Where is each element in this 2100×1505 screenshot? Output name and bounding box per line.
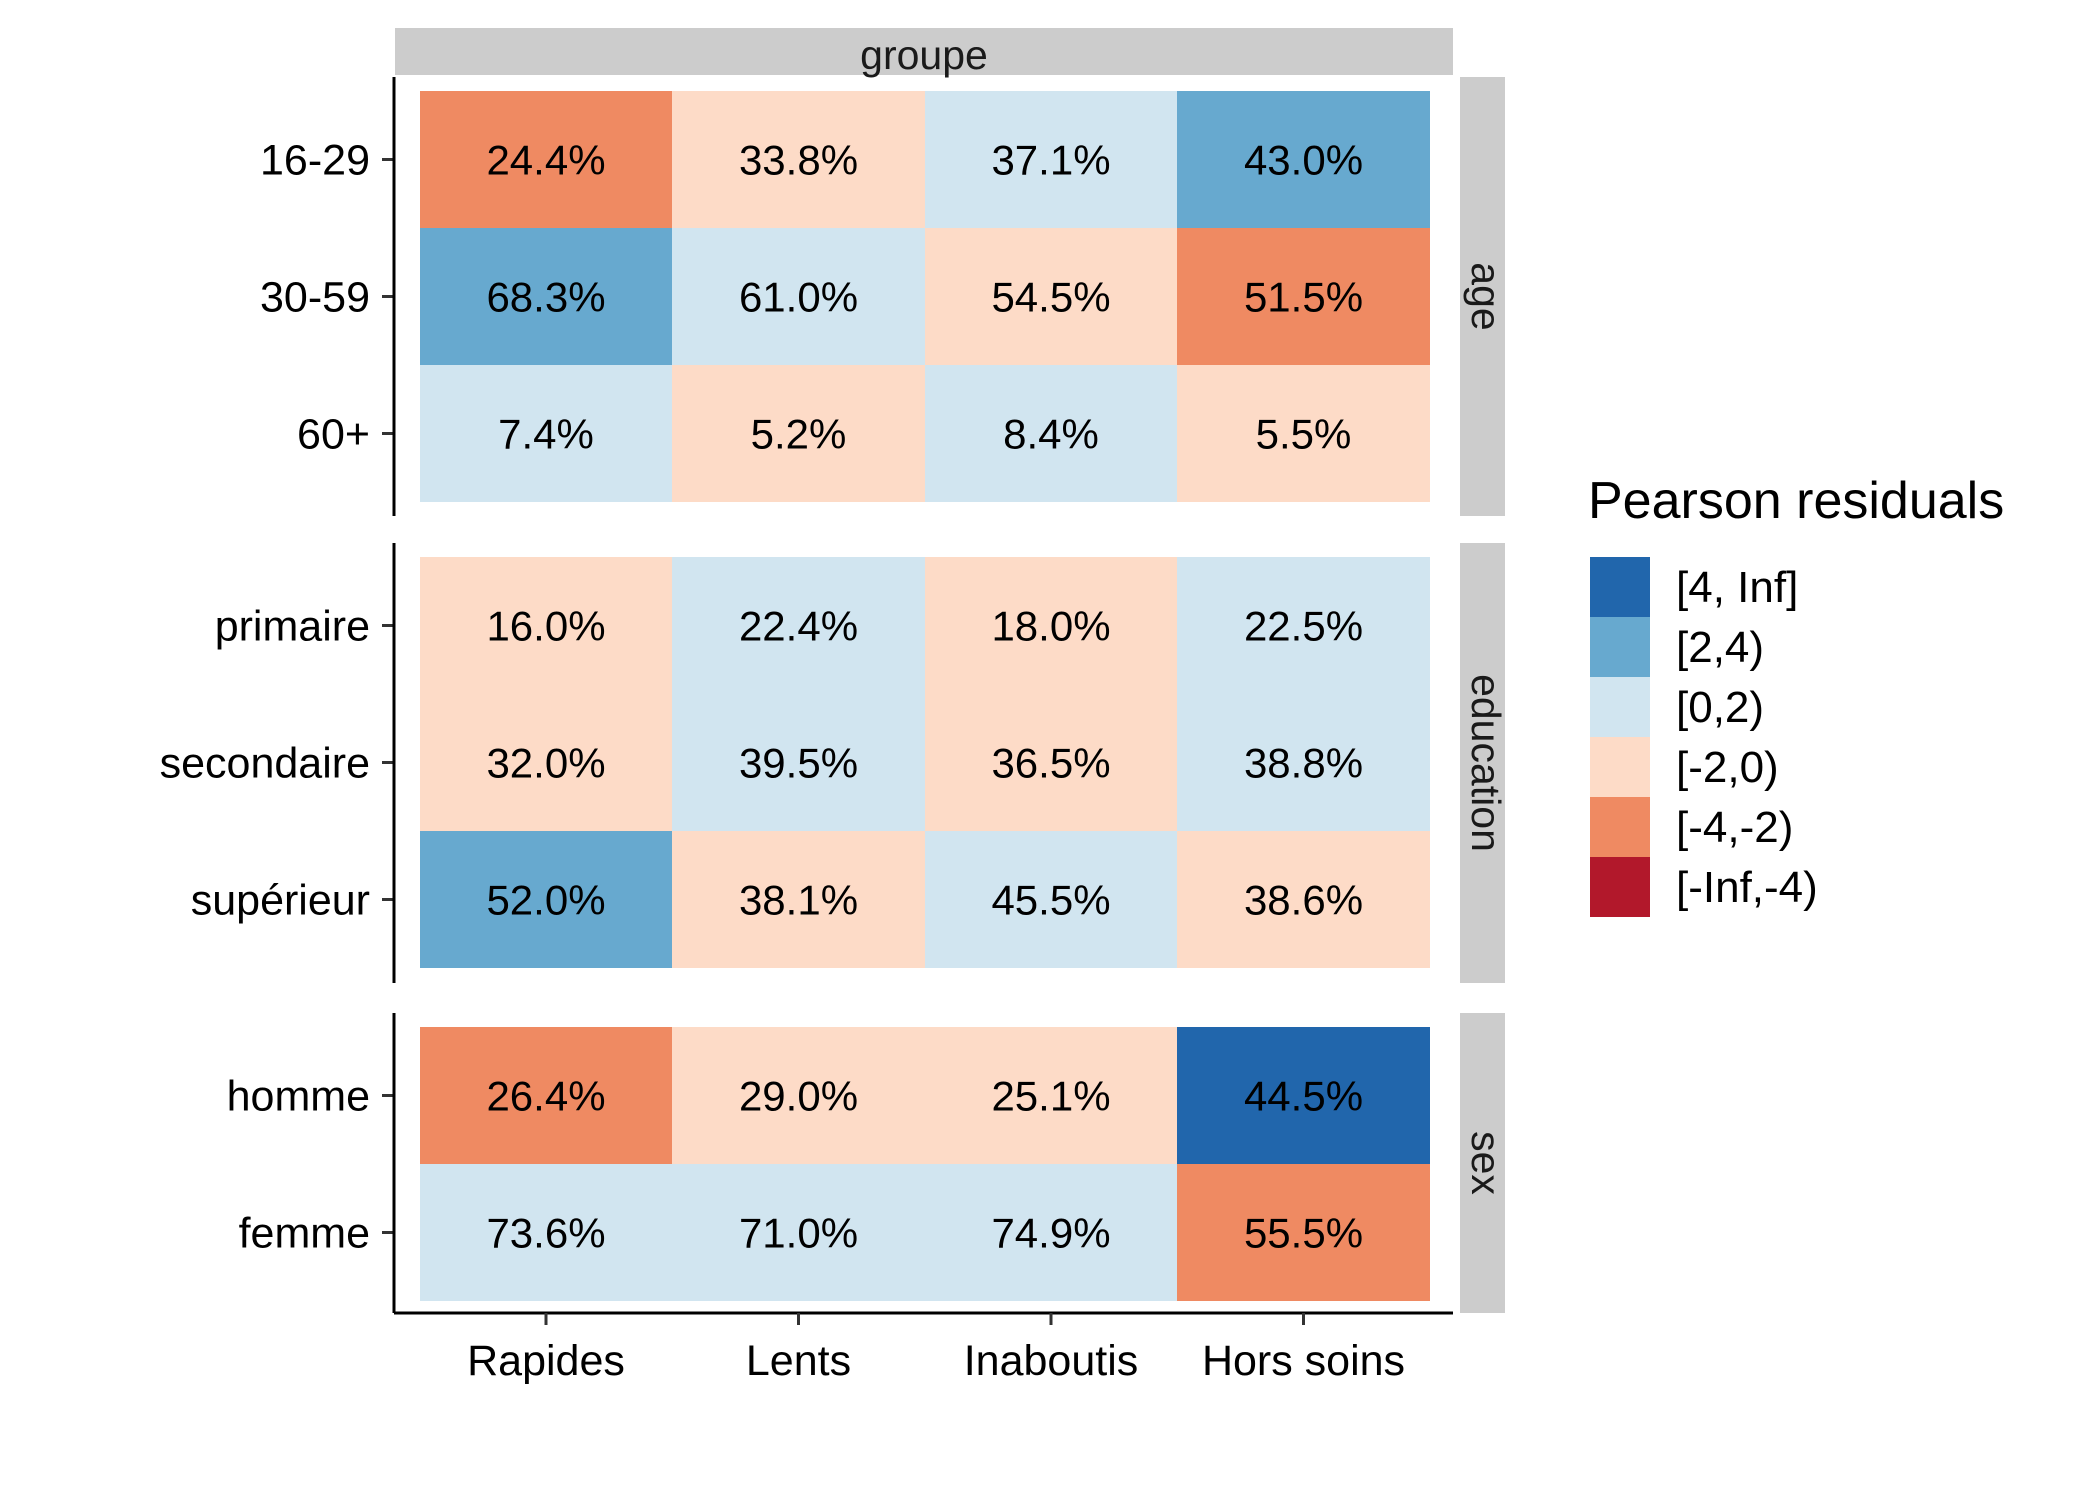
heatmap-tile — [925, 1027, 1177, 1164]
row-strip-label: age — [1463, 262, 1509, 330]
heatmap-tile — [672, 694, 925, 831]
heatmap-tile — [420, 365, 672, 502]
row-strip-label: education — [1463, 674, 1509, 852]
column-category-label: Inaboutis — [964, 1337, 1139, 1385]
cell-value-label: 54.5% — [991, 274, 1110, 321]
cell-value-label: 16.0% — [486, 603, 605, 650]
cell-value-label: 45.5% — [991, 877, 1110, 924]
legend-item-label: [-4,-2) — [1676, 803, 1793, 852]
cell-value-label: 33.8% — [739, 137, 858, 184]
column-category-label: Rapides — [467, 1337, 625, 1385]
heatmap-tile — [925, 557, 1177, 694]
heatmap-tile — [925, 694, 1177, 831]
cell-value-label: 22.4% — [739, 603, 858, 650]
row-category-label: femme — [239, 1210, 370, 1258]
heatmap-tile — [1177, 1027, 1430, 1164]
legend-swatch — [1590, 797, 1650, 857]
legend-item-label: [4, Inf] — [1676, 563, 1798, 612]
legend-swatch — [1590, 677, 1650, 737]
row-strip-label: sex — [1463, 1131, 1509, 1195]
heatmap-tile — [1177, 557, 1430, 694]
row-category-label: secondaire — [160, 740, 370, 788]
heatmap-tile — [925, 831, 1177, 968]
cell-value-label: 43.0% — [1244, 137, 1363, 184]
legend-swatch — [1590, 557, 1650, 617]
cell-value-label: 26.4% — [486, 1073, 605, 1120]
cell-value-label: 73.6% — [486, 1210, 605, 1257]
cell-value-label: 5.5% — [1256, 411, 1352, 458]
heatmap-tile — [420, 557, 672, 694]
row-category-label: 60+ — [297, 411, 370, 459]
heatmap-tile — [925, 228, 1177, 365]
heatmap-tile — [672, 557, 925, 694]
heatmap-tile — [420, 831, 672, 968]
cell-value-label: 74.9% — [991, 1210, 1110, 1257]
heatmap-tile — [925, 365, 1177, 502]
heatmap-tile — [925, 91, 1177, 228]
cell-value-label: 32.0% — [486, 740, 605, 787]
heatmap-tile — [420, 1027, 672, 1164]
column-strip-label: groupe — [860, 32, 988, 78]
column-category-label: Lents — [746, 1337, 851, 1385]
cell-value-label: 71.0% — [739, 1210, 858, 1257]
cell-value-label: 25.1% — [991, 1073, 1110, 1120]
legend-item-label: [0,2) — [1676, 683, 1764, 732]
cell-value-label: 7.4% — [498, 411, 594, 458]
row-strip-background — [1460, 543, 1505, 983]
cell-value-label: 38.8% — [1244, 740, 1363, 787]
heatmap-tile — [420, 228, 672, 365]
cell-value-label: 5.2% — [751, 411, 847, 458]
legend-swatch — [1590, 857, 1650, 917]
heatmap-tile — [672, 228, 925, 365]
cell-value-label: 36.5% — [991, 740, 1110, 787]
row-category-label: homme — [227, 1073, 370, 1121]
heatmap-tile — [672, 831, 925, 968]
cell-value-label: 18.0% — [991, 603, 1110, 650]
heatmap-tile — [1177, 1164, 1430, 1301]
heatmap-tile — [1177, 831, 1430, 968]
heatmap-tile — [925, 1164, 1177, 1301]
column-strip-background — [395, 28, 1453, 75]
cell-value-label: 68.3% — [486, 274, 605, 321]
row-category-label: 16-29 — [260, 137, 370, 185]
heatmap-tile — [420, 694, 672, 831]
heatmap-tile — [1177, 365, 1430, 502]
heatmap-tile — [672, 365, 925, 502]
heatmap-tile — [672, 1164, 925, 1301]
row-category-label: 30-59 — [260, 274, 370, 322]
legend-item-label: [2,4) — [1676, 623, 1764, 672]
column-category-label: Hors soins — [1202, 1337, 1405, 1385]
cell-value-label: 24.4% — [486, 137, 605, 184]
heatmap-tile — [672, 1027, 925, 1164]
cell-value-label: 22.5% — [1244, 603, 1363, 650]
legend-item-label: [-Inf,-4) — [1676, 863, 1818, 912]
cell-value-label: 37.1% — [991, 137, 1110, 184]
cell-value-label: 55.5% — [1244, 1210, 1363, 1257]
row-strip-background — [1460, 77, 1505, 516]
cell-value-label: 52.0% — [486, 877, 605, 924]
legend-swatch — [1590, 737, 1650, 797]
heatmap-tile — [420, 91, 672, 228]
row-category-label: supérieur — [191, 877, 370, 925]
cell-value-label: 61.0% — [739, 274, 858, 321]
heatmap-tile — [420, 1164, 672, 1301]
row-strip-background — [1460, 1013, 1505, 1313]
legend-title: Pearson residuals — [1588, 472, 2004, 530]
heatmap-tile — [1177, 228, 1430, 365]
cell-value-label: 29.0% — [739, 1073, 858, 1120]
row-category-label: primaire — [215, 603, 370, 651]
legend-item-label: [-2,0) — [1676, 743, 1779, 792]
heatmap-tile — [1177, 694, 1430, 831]
cell-value-label: 39.5% — [739, 740, 858, 787]
heatmap-tile — [1177, 91, 1430, 228]
cell-value-label: 8.4% — [1003, 411, 1099, 458]
cell-value-label: 51.5% — [1244, 274, 1363, 321]
cell-value-label: 44.5% — [1244, 1073, 1363, 1120]
cell-value-label: 38.1% — [739, 877, 858, 924]
legend-swatch — [1590, 617, 1650, 677]
heatmap-tile — [672, 91, 925, 228]
cell-value-label: 38.6% — [1244, 877, 1363, 924]
